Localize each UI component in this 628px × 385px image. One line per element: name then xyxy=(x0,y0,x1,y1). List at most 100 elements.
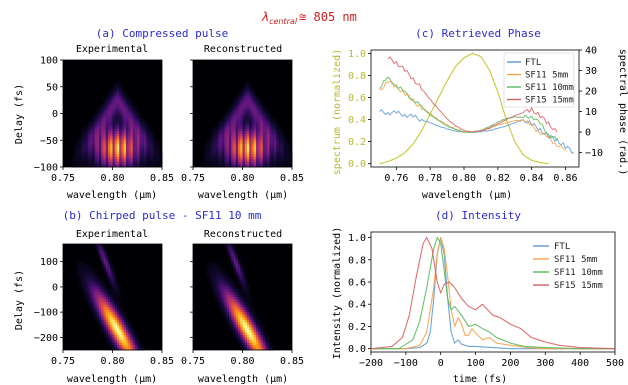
heatmap-cell xyxy=(249,146,252,150)
heatmap-cell xyxy=(256,319,259,323)
heatmap-cell xyxy=(85,138,89,142)
heatmap-cell xyxy=(235,141,239,145)
heatmap-cell xyxy=(265,164,268,168)
heatmap-cell xyxy=(130,116,134,119)
heatmap-cell xyxy=(233,314,237,318)
heatmap-cell xyxy=(220,126,223,130)
heatmap-cell xyxy=(211,141,214,145)
heatmap-cell xyxy=(231,128,234,132)
heatmap-cell xyxy=(262,342,266,346)
heatmap-cell xyxy=(126,149,129,153)
heatmap-cell xyxy=(105,100,109,104)
heatmap-cell xyxy=(103,123,107,127)
heatmap-cell xyxy=(213,289,216,293)
heatmap-cell xyxy=(105,302,109,305)
heatmap-cell xyxy=(247,149,250,153)
heatmap-cell xyxy=(235,271,239,275)
heatmap-cell xyxy=(229,110,232,114)
heatmap-cell xyxy=(289,151,293,155)
heatmap-cell xyxy=(108,113,111,117)
heatmap-cell xyxy=(251,138,255,142)
heatmap-cell xyxy=(242,324,246,328)
heatmap-cell xyxy=(83,149,86,153)
heatmap-cell xyxy=(96,156,100,160)
heatmap-cell xyxy=(114,339,118,343)
heatmap-cell xyxy=(280,144,284,148)
heatmap-cell xyxy=(231,309,234,313)
heatmap-cell xyxy=(213,269,216,273)
heatmap-cell xyxy=(242,159,246,163)
heatmap-cell xyxy=(130,342,134,346)
heatmap-cell xyxy=(233,307,237,311)
heatmap-cell xyxy=(235,116,239,119)
heatmap-cell xyxy=(235,118,239,122)
heatmap-cell xyxy=(130,156,134,160)
heatmap-cell xyxy=(251,347,255,351)
heatmap-cell xyxy=(220,279,223,283)
heatmap-cell xyxy=(247,116,250,119)
heatmap-cell xyxy=(130,128,134,132)
heatmap-cell xyxy=(132,334,136,338)
heatmap-cell xyxy=(114,317,118,321)
heatmap-cell xyxy=(85,271,89,275)
heatmap-cell xyxy=(85,146,89,150)
heatmap-cell xyxy=(217,297,221,300)
heatmap-cell xyxy=(249,164,252,168)
heatmap-cell xyxy=(226,249,230,252)
heatmap-cell xyxy=(244,312,248,316)
heatmap-cell xyxy=(105,121,109,125)
heatmap-cell xyxy=(96,123,100,127)
heatmap-cell xyxy=(235,266,239,270)
heatmap-cell xyxy=(208,161,212,165)
heatmap-cell xyxy=(101,264,104,268)
heatmap-cell xyxy=(94,284,98,288)
heatmap-cell xyxy=(287,149,291,153)
heatmap-cell xyxy=(117,85,120,89)
heatmap-cell xyxy=(114,327,118,331)
heatmap-cell xyxy=(231,108,234,112)
heatmap-cell xyxy=(229,254,232,258)
heatmap-cell xyxy=(231,141,234,145)
heatmap-cell xyxy=(121,149,125,153)
heatmap-cell xyxy=(260,151,264,155)
heatmap-cell xyxy=(126,319,129,323)
heatmap-cell xyxy=(220,138,223,142)
heatmap-panel-a-1: 0.75 0.80 0.85 xyxy=(181,59,304,184)
heatmap-cell xyxy=(215,144,219,148)
heatmap-cell xyxy=(217,121,221,125)
heatmap-cell xyxy=(114,281,118,285)
heatmap-cell xyxy=(132,113,136,117)
heatmap-cell xyxy=(208,146,212,150)
heatmap-cell xyxy=(114,156,118,160)
heatmap-cell xyxy=(144,154,147,158)
heatmap-cell xyxy=(155,151,158,155)
heatmap-cell xyxy=(114,126,118,130)
heatmap-cell xyxy=(76,141,80,145)
heatmap-cell xyxy=(92,269,95,273)
heatmap-cell xyxy=(276,159,279,163)
heatmap-cell xyxy=(258,105,261,109)
heatmap-cell xyxy=(222,128,225,132)
heatmap-cell xyxy=(229,116,232,119)
heatmap-cell xyxy=(235,136,239,140)
heatmap-cell xyxy=(249,334,252,338)
heatmap-cell xyxy=(108,141,111,145)
heatmap-cell xyxy=(121,98,125,102)
heatmap-cell xyxy=(96,297,100,300)
heatmap-cell xyxy=(148,136,152,140)
heatmap-cell xyxy=(81,151,84,155)
heatmap-cell xyxy=(85,281,89,285)
heatmap-cell xyxy=(130,133,134,137)
heatmap-cell xyxy=(78,151,82,155)
heatmap-cell xyxy=(235,324,239,328)
heatmap-cell xyxy=(108,304,111,308)
heatmap-cell xyxy=(240,133,243,137)
heatmap-cell xyxy=(269,347,273,351)
heatmap-cell xyxy=(265,110,268,114)
heatmap-cell xyxy=(217,304,221,308)
heatmap-cell xyxy=(229,279,232,283)
heatmap-cell xyxy=(81,161,84,165)
heatmap-cell xyxy=(141,344,145,348)
heatmap-cell xyxy=(148,133,152,137)
heatmap-cell xyxy=(233,317,237,321)
